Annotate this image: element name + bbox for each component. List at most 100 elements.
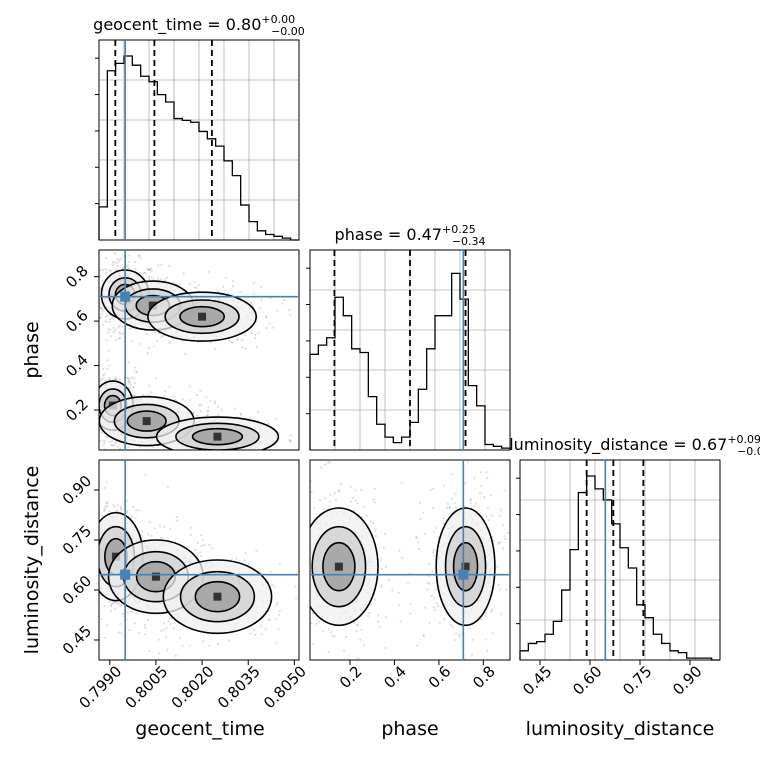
- sample-point: [101, 279, 104, 282]
- sample-point: [90, 605, 92, 607]
- sample-point: [503, 537, 506, 541]
- sample-point: [163, 394, 166, 397]
- sample-point: [228, 339, 231, 342]
- sample-point: [125, 265, 129, 268]
- y-tick-label: 0.6: [62, 306, 92, 336]
- sample-point: [306, 625, 308, 627]
- sample-point: [414, 535, 418, 538]
- sample-point: [118, 324, 121, 327]
- sample-point: [235, 338, 239, 341]
- sample-point: [89, 540, 91, 542]
- sample-point: [125, 511, 128, 514]
- sample-point: [451, 625, 454, 628]
- sample-point: [114, 328, 117, 332]
- sample-point: [423, 532, 426, 535]
- axes-frame: [98, 39, 300, 241]
- sample-point: [294, 526, 296, 528]
- sample-point: [438, 621, 441, 624]
- sample-point: [114, 268, 118, 271]
- sample-point: [345, 635, 348, 639]
- sample-point: [470, 664, 472, 666]
- sample-point: [117, 504, 120, 507]
- sample-point: [496, 565, 499, 568]
- sample-point: [147, 347, 150, 350]
- sample-point: [138, 631, 141, 634]
- sample-point: [253, 628, 256, 631]
- sample-point: [342, 649, 346, 652]
- sample-point: [188, 282, 191, 285]
- sample-point: [163, 525, 166, 528]
- sample-point: [96, 398, 98, 400]
- sample-point: [96, 582, 98, 584]
- sample-point: [184, 352, 187, 355]
- sample-point: [450, 472, 453, 476]
- sample-point: [327, 650, 330, 654]
- density-peak: [334, 562, 343, 571]
- sample-point: [154, 331, 157, 334]
- sample-point: [339, 482, 343, 485]
- sample-point: [487, 519, 490, 522]
- sample-point: [272, 461, 274, 463]
- sample-point: [96, 577, 98, 579]
- x-tick-label: 0.90: [669, 662, 705, 698]
- sample-point: [454, 638, 457, 642]
- sample-point: [134, 366, 137, 369]
- sample-point: [211, 546, 214, 550]
- sample-point: [469, 499, 472, 502]
- sample-point: [168, 264, 171, 267]
- sample-point: [80, 603, 82, 605]
- sample-point: [101, 514, 104, 517]
- sample-point: [168, 341, 171, 344]
- sample-point: [116, 261, 119, 265]
- sample-point: [92, 551, 94, 553]
- sample-point: [78, 559, 80, 561]
- sample-point: [125, 499, 129, 503]
- sample-point: [120, 632, 123, 635]
- sample-point: [94, 390, 96, 392]
- sample-point: [110, 440, 114, 443]
- sample-point: [498, 541, 501, 544]
- sample-point: [108, 600, 111, 603]
- sample-point: [98, 451, 100, 453]
- sample-point: [360, 628, 363, 631]
- sample-point: [116, 445, 120, 448]
- sample-point: [102, 374, 105, 377]
- x-tick-label: 0.4: [380, 662, 410, 692]
- sample-point: [264, 315, 268, 318]
- sample-point: [147, 277, 150, 280]
- sample-point: [86, 557, 88, 559]
- x-tick-label: 0.8035: [214, 662, 264, 712]
- sample-point: [206, 410, 210, 413]
- sample-point: [466, 461, 469, 464]
- sample-point: [163, 279, 166, 282]
- sample-point: [307, 591, 309, 593]
- sample-point: [253, 292, 256, 295]
- x-tick-label: 0.8005: [122, 662, 172, 712]
- sample-point: [384, 565, 387, 568]
- sample-point: [195, 467, 197, 469]
- sample-point: [101, 310, 104, 313]
- sample-point: [277, 613, 281, 616]
- sample-point: [289, 313, 292, 317]
- sample-point: [86, 516, 88, 518]
- sample-point: [116, 258, 120, 261]
- x-tick-label: 0.8050: [260, 662, 310, 712]
- sample-point: [91, 561, 93, 563]
- sample-point: [91, 408, 93, 410]
- sample-point: [94, 556, 96, 558]
- sample-point: [255, 549, 258, 552]
- sample-point: [379, 558, 382, 562]
- sample-point: [250, 331, 253, 335]
- sample-point: [491, 535, 494, 539]
- sample-point: [295, 597, 298, 600]
- sample-point: [269, 297, 272, 300]
- sample-point: [104, 315, 107, 319]
- sample-point: [267, 618, 270, 621]
- sample-point: [199, 403, 203, 407]
- sample-point: [355, 629, 358, 633]
- sample-point: [105, 624, 109, 627]
- sample-point: [278, 563, 281, 566]
- sample-point: [181, 644, 184, 648]
- sample-point: [306, 572, 308, 574]
- sample-point: [132, 385, 135, 388]
